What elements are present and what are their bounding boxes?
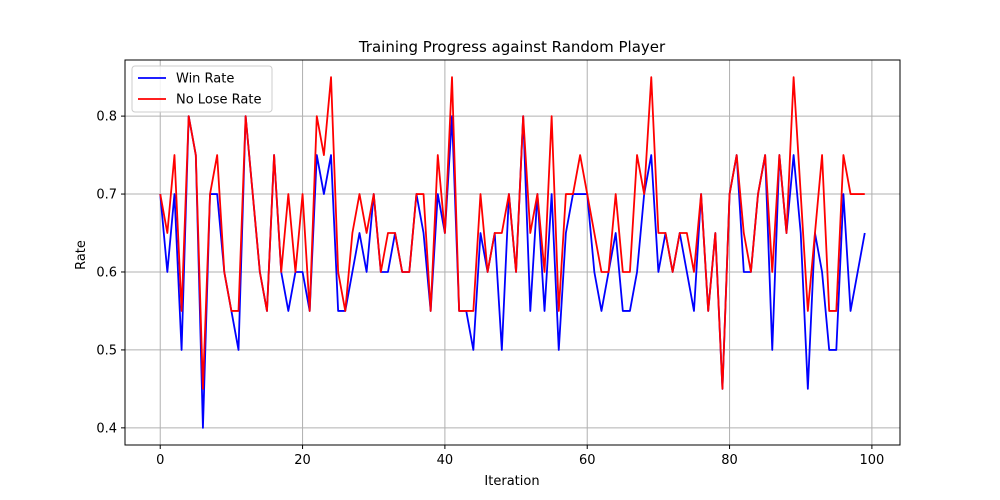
y-tick-label: 0.6 [96,265,117,280]
y-tick-label: 0.7 [96,188,117,203]
y-tick-label: 0.5 [96,343,117,358]
x-tick-label: 40 [437,453,454,468]
legend: Win Rate No Lose Rate [131,65,273,113]
x-tick-label: 100 [859,453,884,468]
plot-frame [124,59,901,446]
x-tick-label: 20 [294,453,311,468]
x-tick-label: 80 [721,453,738,468]
series-lines [159,76,866,429]
x-tick-label: 60 [579,453,596,468]
y-tick-label: 0.8 [96,110,117,125]
y-tick-label: 0.4 [96,421,117,436]
legend-label: No Lose Rate [176,93,262,108]
legend-label: Win Rate [176,72,234,87]
grid-lines [125,60,900,445]
axis-ticks: 0 20 40 60 80 100 0.4 0.5 0.6 0.7 0.8 [96,110,884,468]
x-tick-label: 0 [156,453,164,468]
chart-title: Training Progress against Random Player [358,38,666,56]
x-axis-label: Iteration [484,474,539,489]
y-axis-label: Rate [74,240,89,270]
legend-box [131,65,273,113]
series-line-no-lose-rate [159,76,865,390]
